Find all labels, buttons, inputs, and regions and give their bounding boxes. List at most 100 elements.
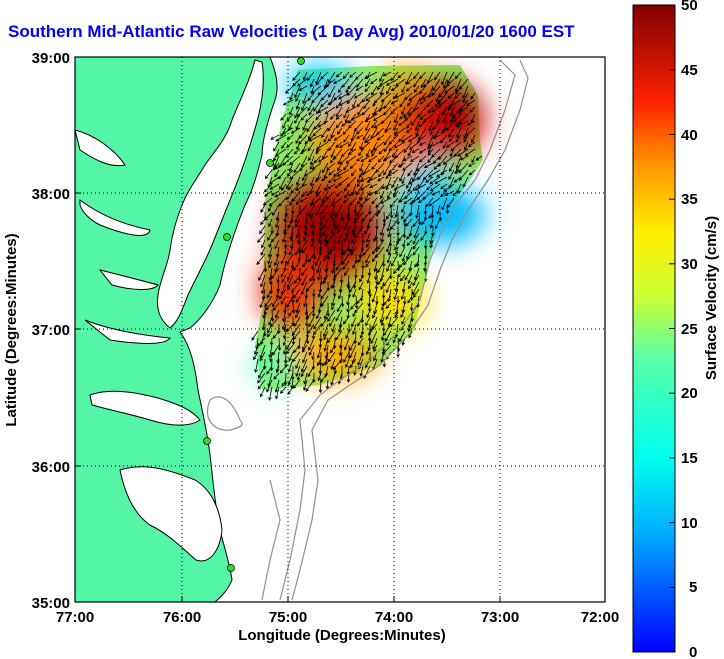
velocity-arrow — [286, 169, 294, 177]
velocity-arrow — [434, 218, 441, 230]
velocity-arrow — [315, 148, 322, 155]
velocity-arrow — [349, 337, 357, 352]
velocity-arrow — [449, 162, 455, 173]
velocity-arrow — [397, 134, 406, 143]
velocity-arrow — [263, 260, 268, 273]
velocity-arrow — [383, 141, 392, 153]
velocity-arrow — [349, 71, 357, 78]
velocity-arrow — [323, 253, 329, 262]
velocity-arrow — [372, 113, 385, 121]
velocity-arrow — [295, 99, 301, 110]
velocity-arrow — [261, 316, 266, 331]
velocity-arrow — [400, 288, 406, 300]
velocity-arrow — [448, 134, 455, 143]
velocity-arrow — [406, 120, 413, 129]
velocity-arrow — [418, 141, 427, 146]
velocity-arrow — [332, 218, 337, 227]
velocity-arrow — [327, 134, 336, 142]
velocity-arrow — [448, 169, 455, 180]
velocity-arrow — [274, 239, 280, 250]
velocity-arrow — [408, 330, 413, 339]
velocity-arrow — [357, 106, 364, 116]
velocity-arrow — [329, 204, 336, 219]
velocity-arrow — [370, 78, 378, 85]
velocity-arrow — [295, 134, 301, 145]
velocity-arrow — [425, 183, 434, 191]
colorbar-gradient — [632, 4, 676, 653]
velocity-arrow — [377, 155, 385, 163]
velocity-arrow — [291, 288, 295, 304]
velocity-arrow — [393, 141, 406, 149]
velocity-arrow — [374, 239, 379, 253]
velocity-arrow — [260, 274, 266, 288]
velocity-arrow — [427, 148, 434, 156]
velocity-arrow — [335, 309, 343, 322]
velocity-arrow — [253, 351, 259, 361]
velocity-arrow — [429, 183, 441, 192]
velocity-arrow — [401, 204, 406, 214]
velocity-arrow — [344, 190, 350, 199]
velocity-arrow — [273, 155, 280, 168]
velocity-arrow — [391, 176, 399, 189]
velocity-arrow — [409, 302, 414, 312]
velocity-arrow — [470, 134, 476, 144]
velocity-arrow — [457, 148, 469, 157]
x-tick-label: 74:00 — [375, 609, 413, 626]
velocity-arrow — [264, 190, 273, 197]
velocity-arrow — [308, 106, 315, 116]
velocity-arrow — [320, 71, 329, 80]
velocity-arrow — [323, 337, 329, 352]
velocity-arrow — [456, 120, 469, 128]
velocity-arrow — [357, 176, 364, 188]
velocity-arrow — [403, 253, 413, 266]
velocity-arrow — [340, 295, 345, 308]
velocity-arrow — [293, 260, 301, 272]
velocity-arrow — [359, 190, 364, 201]
velocity-arrow — [334, 218, 343, 230]
velocity-arrow — [429, 127, 434, 136]
velocity-arrow — [345, 85, 350, 94]
velocity-arrow — [470, 92, 476, 100]
velocity-arrow — [300, 113, 308, 121]
velocity-arrow — [434, 176, 448, 184]
velocity-arrow — [356, 127, 364, 135]
velocity-arrow — [310, 239, 315, 248]
velocity-arrow — [414, 267, 420, 281]
velocity-arrow — [333, 78, 343, 84]
velocity-arrow — [453, 113, 462, 123]
velocity-arrow — [356, 134, 364, 139]
velocity-arrow — [294, 246, 301, 256]
velocity-arrow — [452, 190, 462, 196]
velocity-arrow — [454, 92, 462, 99]
colorbar-tick-label: 5 — [689, 579, 697, 596]
velocity-arrow — [296, 197, 301, 206]
velocity-arrow — [364, 225, 371, 235]
station-marker — [297, 57, 305, 65]
velocity-arrow — [336, 190, 343, 197]
velocity-arrow — [399, 113, 406, 120]
velocity-arrow — [375, 204, 379, 218]
velocity-arrow — [328, 246, 336, 255]
velocity-arrow — [365, 232, 371, 243]
velocity-arrow — [425, 176, 434, 183]
velocity-arrow — [322, 162, 329, 174]
colorbar: 50 45 40 35 30 25 20 15 10 5 0 Surface V… — [632, 0, 720, 659]
velocity-arrow — [463, 127, 469, 140]
velocity-arrow — [295, 183, 308, 191]
velocity-arrow — [291, 302, 296, 314]
velocity-arrow — [391, 148, 399, 158]
velocity-arrow — [251, 330, 259, 341]
velocity-arrow — [475, 155, 483, 161]
velocity-arrow — [421, 218, 427, 226]
velocity-arrow — [358, 246, 364, 259]
river-2 — [98, 269, 159, 290]
river-3 — [84, 319, 171, 344]
velocity-arrow — [373, 141, 385, 151]
velocity-arrow — [323, 169, 329, 179]
velocity-arrow — [315, 78, 322, 86]
velocity-arrow — [268, 316, 273, 326]
velocity-arrow — [337, 155, 343, 165]
velocity-arrow — [295, 225, 301, 239]
velocity-arrow — [405, 218, 413, 227]
velocity-arrow — [305, 113, 315, 123]
